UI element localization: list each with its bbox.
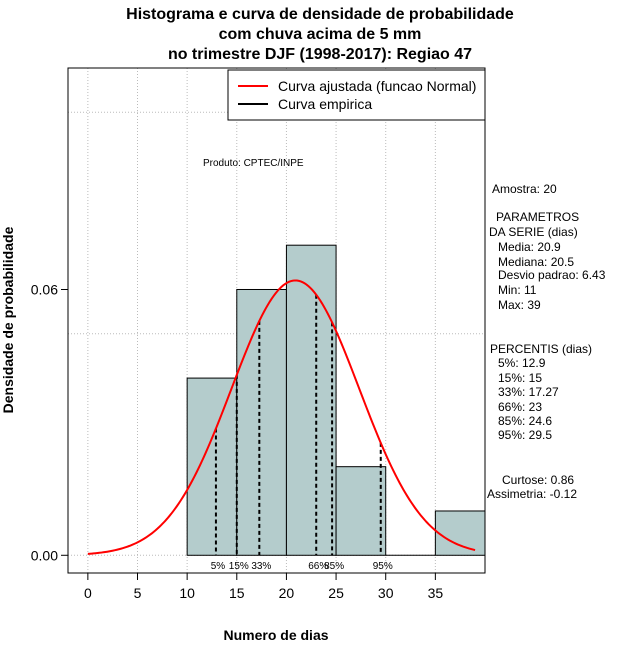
legend-label-fit: Curva ajustada (funcao Normal) [278, 78, 476, 94]
x-tick-label: 20 [279, 585, 295, 601]
legend: Curva ajustada (funcao Normal) Curva emp… [227, 69, 486, 121]
stat-p66: 66%: 23 [498, 400, 543, 414]
histogram-bar [285, 244, 337, 556]
stat-params-subtitle: DA SERIE (dias) [489, 225, 578, 239]
stat-amostra: Amostra: 20 [492, 182, 557, 196]
x-tick-label: 0 [84, 585, 92, 601]
x-axis-label: Numero de dias [223, 627, 328, 643]
x-tick-label: 15 [229, 585, 245, 601]
normal-fit-curve [87, 279, 476, 555]
percentile-label: 95% [373, 561, 393, 572]
x-tick-label: 30 [378, 585, 394, 601]
stat-min: Min: 11 [498, 283, 537, 297]
stat-curtose: Curtose: 0.86 [502, 473, 575, 487]
stat-desvio: Desvio padrao: 6.43 [498, 268, 606, 282]
x-tick-label: 5 [134, 585, 142, 601]
product-annotation: Produto: CPTEC/INPE [203, 158, 304, 169]
chart-title-line-2: com chuva acima de 5 mm [218, 26, 422, 43]
stat-p5: 5%: 12.9 [498, 356, 546, 370]
percentile-label: 66% [308, 561, 328, 572]
histogram-bar [186, 377, 238, 556]
y-tick-label: 0.06 [31, 281, 58, 297]
stat-assimetria: Assimetria: -0.12 [487, 487, 578, 501]
stat-p33: 33%: 17.27 [498, 385, 559, 399]
percentile-label: 15% [229, 561, 249, 572]
percentile-label: 85% [324, 561, 344, 572]
stat-max: Max: 39 [498, 298, 541, 312]
stat-media: Media: 20.9 [498, 240, 561, 254]
stat-p85: 85%: 24.6 [498, 414, 553, 428]
chart-title-line-3: no trimestre DJF (1998-2017): Regiao 47 [167, 46, 473, 63]
stat-params-title: PARAMETROS [496, 210, 580, 224]
percentile-label: 33% [251, 561, 271, 572]
stat-percentis-title: PERCENTIS (dias) [490, 342, 593, 356]
chart-title-line-1: Histograma e curva de densidade de proba… [126, 6, 514, 23]
histogram-bar [434, 510, 486, 556]
y-axis-label: Densidade de probabilidade [0, 226, 16, 413]
x-tick-label: 35 [428, 585, 444, 601]
legend-label-empirical: Curva empirica [278, 96, 372, 112]
stat-p95: 95%: 29.5 [498, 428, 553, 442]
x-tick-label: 10 [179, 585, 195, 601]
histogram-bar [236, 288, 287, 556]
stat-mediana: Mediana: 20.5 [498, 255, 575, 269]
histogram-bar [335, 466, 387, 556]
y-tick-label: 0.00 [31, 547, 58, 563]
x-tick-label: 25 [328, 585, 344, 601]
stat-p15: 15%: 15 [498, 371, 543, 385]
percentile-label: 5% [211, 561, 226, 572]
